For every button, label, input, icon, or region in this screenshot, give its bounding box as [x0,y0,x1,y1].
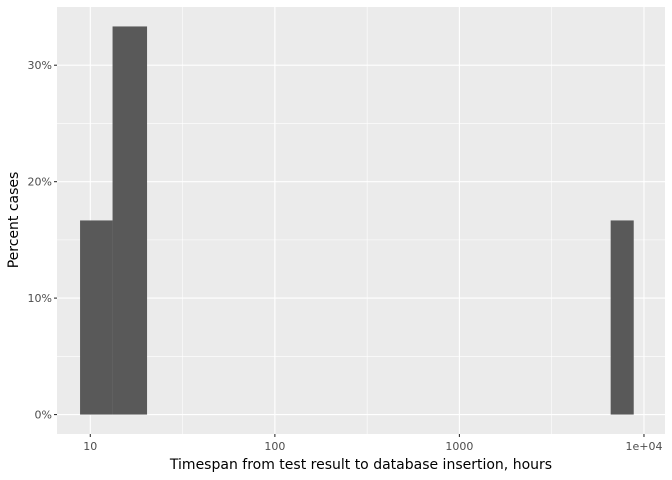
histogram-bar [112,26,148,415]
histogram-bar [610,220,634,415]
y-tick-label: 10% [28,292,52,305]
y-tick-label: 20% [28,176,52,189]
y-tick-label: 30% [28,59,52,72]
x-tick-label: 10 [83,440,97,453]
x-axis: 10 100 1000 1e+04 [83,434,662,453]
x-axis-title: Timespan from test result to database in… [169,457,552,473]
x-tick-label: 100 [264,440,285,453]
y-axis-title: Percent cases [6,172,22,269]
x-tick-label: 1000 [445,440,473,453]
x-tick-label: 1e+04 [625,440,662,453]
histogram-bar [80,220,113,415]
major-gridlines [57,7,665,434]
minor-gridlines [57,7,665,434]
histogram-bars [80,26,634,415]
plot-panel [57,7,665,434]
y-tick-label: 0% [35,409,52,422]
y-axis: 0% 10% 20% 30% [28,59,57,422]
